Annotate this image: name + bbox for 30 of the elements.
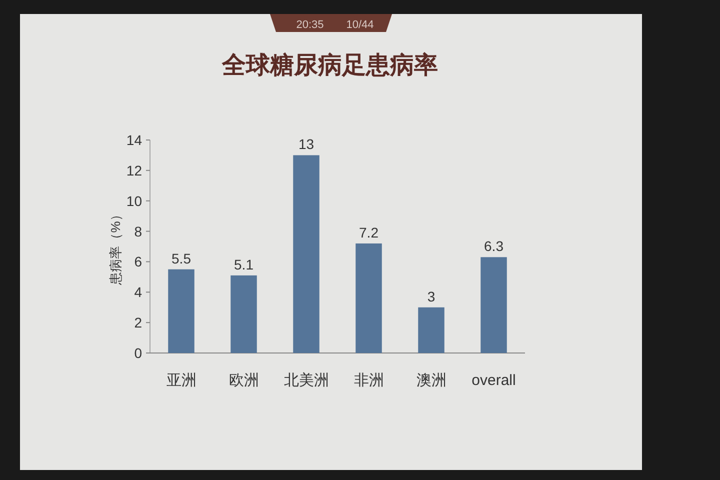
text: 20:35 <box>296 19 324 31</box>
bar <box>356 243 382 353</box>
x-tick-label: 澳洲 <box>416 372 446 389</box>
x-tick-label: 欧洲 <box>228 372 259 389</box>
bar <box>168 269 194 353</box>
bar <box>480 257 507 353</box>
x-tick-label: overall <box>472 372 516 389</box>
bar <box>418 307 444 353</box>
y-axis-title: 患病率（%） <box>108 208 123 286</box>
y-tick-label: 12 <box>126 162 142 178</box>
data-label: 13 <box>298 136 314 152</box>
x-tick-label: 亚洲 <box>166 372 196 389</box>
x-tick-label: 非洲 <box>354 372 384 389</box>
text: 10/44 <box>346 19 374 31</box>
data-label: 6.3 <box>484 238 504 254</box>
chart-title: 全球糖尿病足患病率 <box>221 52 438 79</box>
data-label: 7.2 <box>359 224 379 240</box>
x-tick-label: 北美洲 <box>284 372 329 389</box>
data-label: 5.1 <box>234 256 254 272</box>
data-label: 5.5 <box>172 250 192 266</box>
data-label: 3 <box>427 288 436 304</box>
y-tick-label: 8 <box>134 223 142 240</box>
y-tick-label: 0 <box>134 345 142 361</box>
y-tick-label: 4 <box>134 284 142 300</box>
bar <box>230 275 257 353</box>
y-tick-label: 10 <box>126 192 142 209</box>
y-tick-label: 14 <box>126 132 142 148</box>
bar <box>293 155 320 353</box>
y-tick-label: 6 <box>134 254 142 270</box>
y-tick-label: 2 <box>134 314 142 331</box>
